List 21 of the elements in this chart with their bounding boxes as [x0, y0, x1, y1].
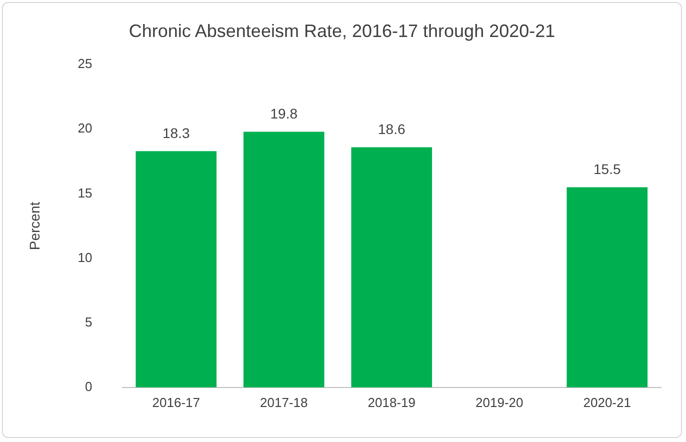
y-tick-label: 25 — [78, 56, 92, 72]
bar — [351, 147, 432, 388]
bar — [136, 151, 217, 388]
bar — [243, 132, 324, 388]
x-tick-label: 2017-18 — [260, 394, 308, 410]
chart-title: Chronic Absenteeism Rate, 2016-17 through 2020-21 — [128, 20, 556, 41]
y-tick-label: 15 — [78, 185, 92, 200]
x-tick-label: 2019-20 — [476, 394, 524, 410]
data-label: 18.3 — [162, 124, 190, 141]
y-tick-label: 0 — [85, 378, 92, 394]
y-tick-label: 10 — [78, 250, 92, 265]
y-tick-label: 20 — [78, 120, 92, 136]
bar — [566, 187, 648, 388]
y-axis-title: Percent — [26, 202, 42, 250]
data-label: 18.6 — [378, 121, 406, 138]
y-tick-label: 5 — [85, 314, 92, 330]
data-label: 15.5 — [594, 161, 621, 178]
data-label: 19.8 — [270, 106, 298, 122]
x-tick-label: 2020-21 — [583, 394, 631, 410]
x-tick-label: 2016-17 — [152, 394, 200, 410]
x-tick-label: 2018-19 — [368, 394, 416, 410]
